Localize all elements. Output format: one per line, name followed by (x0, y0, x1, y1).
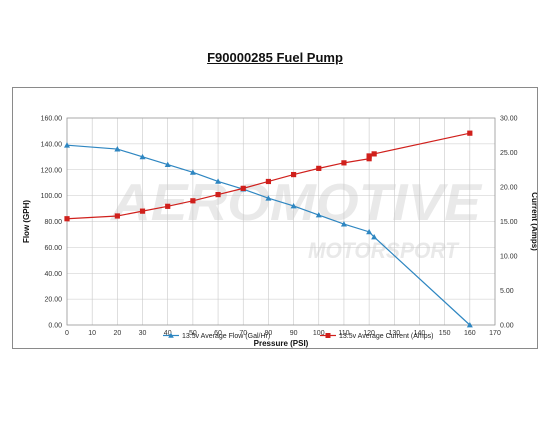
series-1-point (215, 191, 221, 198)
series-1-point (114, 213, 120, 219)
x-tick-label: 160 (464, 330, 476, 337)
series-0-point (114, 146, 121, 152)
x-tick-label: 70 (239, 330, 247, 337)
series-0-point (64, 142, 70, 148)
y-tick-label: 60.00 (44, 245, 62, 252)
x-tick-label: 140 (414, 330, 426, 337)
x-tick-label: 90 (290, 330, 298, 337)
series-1-point (165, 203, 171, 209)
series-0-point (189, 169, 196, 175)
y2-tick-label: 15.00 (500, 219, 518, 226)
y-axis-title: Flow (GPH) (22, 200, 31, 243)
chart-frame: AEROMOTIVE MOTORSPORT 0 10 20 30 40 50 60 70 80 9… (12, 87, 538, 349)
series-0-point (290, 202, 297, 209)
series-1-point (316, 165, 322, 171)
x-axis-title: Pressure (PSI) (254, 339, 309, 348)
x-tick-label: 100 (313, 330, 325, 337)
y-tick-label: 20.00 (44, 297, 62, 304)
legend-marker-0 (168, 332, 174, 338)
y2-tick-label: 0.00 (500, 323, 514, 330)
watermark-line1: AEROMOTIVE (109, 174, 483, 232)
series-1-point (265, 178, 272, 185)
x-tick-label: 120 (363, 330, 375, 337)
series-1-point (240, 185, 246, 191)
series-0-point (366, 228, 373, 235)
legend-marker-1 (325, 333, 331, 338)
x-tick-label: 40 (164, 330, 172, 337)
y-tick-label: 80.00 (44, 219, 62, 226)
x-tick-label: 30 (139, 330, 147, 337)
series-1-point (371, 151, 377, 157)
x-tick-label: 10 (88, 330, 96, 337)
x-tick-label: 110 (338, 330, 349, 337)
plot-area-border (66, 117, 496, 326)
y-tick-label: 100.00 (41, 193, 63, 200)
watermark-line2: MOTORSPORT (308, 238, 459, 263)
y-tick-label: 0.00 (48, 323, 62, 330)
y-tick-label: 40.00 (44, 271, 62, 278)
legend-label-0: 13.5v Average Flow (Gal/Hr) (182, 333, 270, 340)
y2-tick-label: 30.00 (500, 116, 518, 123)
series-0-point (215, 178, 222, 184)
x-tick-label: 130 (388, 330, 400, 337)
y-tick-label: 160.00 (41, 116, 63, 123)
y2-tick-label: 5.00 (500, 288, 514, 295)
series-0-point (139, 153, 146, 160)
legend-label-1: 13.5v Average Current (Amps) (339, 333, 433, 340)
y-tick-label: 140.00 (41, 141, 63, 148)
series-1-point (467, 130, 473, 136)
chart-plot: AEROMOTIVE MOTORSPORT 0 10 20 30 40 50 60 70 80 9… (22, 116, 537, 349)
series-0-point (340, 221, 347, 227)
series-1-point (64, 216, 70, 222)
series-1-point (366, 153, 372, 159)
series-0-point (265, 195, 272, 201)
y2-tick-label: 20.00 (500, 185, 518, 192)
x-tick-label: 50 (189, 330, 197, 337)
series-0-point (466, 322, 473, 328)
series-1-point (341, 160, 347, 166)
series-1-point (290, 171, 297, 178)
chart-title: F90000285 Fuel Pump (207, 50, 343, 65)
y2-tick-label: 25.00 (500, 150, 518, 157)
x-tick-label: 20 (113, 330, 121, 337)
series-0-point (315, 212, 322, 218)
series-0-point (164, 161, 171, 167)
series-0-point (371, 234, 378, 240)
y2-axis-title: Current (Amps) (530, 192, 537, 251)
x-tick-label: 60 (214, 330, 222, 337)
y-tick-label: 120.00 (41, 167, 63, 174)
series-1-point (190, 198, 196, 204)
y2-tick-label: 10.00 (500, 254, 518, 261)
x-tick-label: 170 (489, 330, 501, 337)
series-1-point (139, 208, 146, 214)
series-line-0 (66, 144, 471, 326)
watermark: AEROMOTIVE MOTORSPORT (109, 174, 483, 263)
x-tick-label: 0 (65, 330, 69, 337)
x-tick-label: 80 (265, 330, 273, 337)
x-tick-label: 150 (439, 330, 451, 337)
series-1-point (366, 156, 372, 162)
